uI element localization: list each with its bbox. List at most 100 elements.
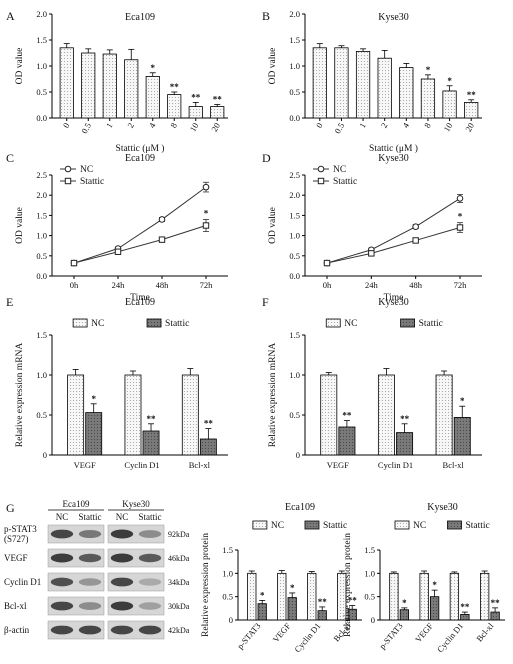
blot-band-0-3 [138, 530, 162, 538]
blot-band-1-1 [78, 553, 102, 563]
blot-band-1-2 [110, 553, 134, 563]
x-tick-label-a-0: 0 [61, 121, 72, 130]
bar-b-2 [355, 51, 371, 119]
panel-letter-d: D [262, 151, 271, 165]
chart-title-c: Eca109 [125, 153, 155, 164]
legend-swatch-g1-1 [304, 520, 320, 530]
significance-g2-3: ** [491, 598, 501, 608]
y-axis-label-f: Relative expression mRNA [268, 343, 278, 448]
x-tick-label-e-2: Bcl-xl [189, 460, 211, 470]
bar-e-nc-2 [181, 374, 199, 456]
significance-g2-1: * [432, 580, 437, 590]
bar-g1-stattic-0 [257, 603, 267, 621]
bar-b-1 [334, 47, 349, 119]
western-blot: Eca109 Kyse30 NC Stattic NC Stattic p-STAT3(S7… [4, 499, 190, 640]
significance-a-7: ** [213, 94, 223, 104]
series-line-d-stattic [326, 227, 461, 264]
legend-label-f-0: NC [344, 319, 357, 329]
y-tick-label-f-3: 1.5 [289, 330, 300, 340]
bar-a-6 [188, 106, 203, 119]
legend-swatch-e-1 [146, 318, 162, 328]
legend-label-e-0: NC [91, 319, 104, 329]
chart-title-g1: Eca109 [285, 502, 315, 513]
blot-band-0-2 [110, 529, 134, 539]
y-tick-label-g2-0: 0 [371, 615, 375, 625]
blot-band-4-2 [110, 625, 134, 635]
significance-a-5: ** [170, 82, 180, 92]
y-tick-label-c-0: 0.0 [36, 271, 47, 281]
chart-title-f: Kyse30 [378, 297, 409, 308]
legend-label-c-1: Stattic [80, 177, 104, 187]
bar-f-nc-2 [435, 374, 453, 456]
y-axis-label-a: OD value [15, 48, 25, 85]
point-c-stattic-2 [158, 236, 166, 243]
y-tick-label-e-1: 0.5 [36, 410, 47, 420]
panel-letter-g: G [6, 501, 15, 515]
chart-c: Eca109 0.0 0.5 1.0 1.5 2.0 2.5 OD value 0h 24h 48h… [15, 153, 228, 303]
blot-band-2-3 [138, 578, 162, 586]
x-tick-label-b-5: 8 [422, 121, 433, 130]
y-tick-label-g1-3: 1.5 [222, 545, 233, 555]
significance-b-6: * [447, 76, 452, 86]
x-axis-label-a: Stattic (μM ) [116, 143, 165, 154]
bar-a-5 [167, 94, 182, 119]
blot-strip-4-1 [107, 620, 165, 640]
y-tick-label-b-0: 0.0 [289, 113, 300, 123]
legend-swatch-f-0 [325, 318, 341, 328]
chart-title-g2: Kyse30 [427, 502, 458, 513]
blot-band-2-1 [78, 578, 102, 586]
y-tick-label-g1-1: 0.5 [222, 592, 233, 602]
blot-band-2-0 [50, 577, 74, 587]
significance-g1-2: ** [318, 597, 328, 607]
point-d-stattic-1 [368, 250, 375, 257]
y-tick-label-f-0: 0 [296, 450, 300, 460]
blot-lane-label-0: NC [56, 512, 69, 522]
y-tick-label-a-2: 1.0 [36, 61, 47, 71]
legend-label-g2-1: Stattic [466, 521, 490, 531]
y-tick-label-b-4: 2.0 [289, 9, 300, 19]
series-line-c-nc [73, 186, 207, 264]
x-tick-label-d-2: 48h [409, 280, 423, 290]
legend-label-g2-0: NC [413, 521, 426, 531]
blot-band-2-2 [110, 577, 134, 587]
bar-a-4 [145, 76, 160, 119]
x-tick-label-g2-2: Cyclin D1 [435, 621, 465, 654]
legend-marker-d-1 [317, 177, 325, 185]
chart-e: Eca109 0 0.5 1.0 1.5 Relative expression mRNA… [15, 297, 228, 470]
point-c-nc-2 [158, 216, 166, 223]
bar-g2-nc-0 [389, 572, 399, 621]
x-tick-label-c-0: 0h [70, 280, 79, 290]
bar-g2-stattic-2 [460, 614, 470, 621]
x-tick-label-b-1: 0.5 [332, 121, 346, 135]
y-tick-label-c-2: 1.0 [36, 231, 47, 241]
chart-g-eca109: Eca109 0 0.5 1.0 1.5 Relative expression prot… [201, 502, 362, 654]
legend-label-f-1: Stattic [419, 319, 443, 329]
blot-protein-label-4-0: β-actin [4, 625, 30, 635]
x-tick-label-g2-3: Bcl-xl [474, 620, 496, 643]
bar-b-7 [464, 102, 479, 119]
panel-letter-b: B [262, 9, 270, 23]
y-axis-label-g2: Relative expression protein [343, 533, 353, 637]
blot-band-0-1 [78, 529, 102, 539]
blot-strip-4-0 [47, 620, 105, 640]
x-tick-label-b-7: 20 [463, 121, 476, 133]
chart-g-kyse30: Kyse30 0 0.5 1.0 1.5 Relative expression prot… [343, 502, 505, 654]
significance-f-0: ** [342, 411, 352, 421]
x-tick-label-b-4: 4 [400, 120, 411, 129]
bar-g1-nc-2 [307, 572, 317, 621]
point-c-stattic-3 [202, 222, 210, 229]
x-axis-label-d: Time [384, 293, 404, 303]
chart-title-d: Kyse30 [378, 153, 409, 164]
bar-g2-stattic-0 [399, 609, 409, 621]
bar-g1-stattic-1 [287, 597, 297, 621]
y-tick-label-d-2: 1.0 [289, 231, 300, 241]
significance-b-7: ** [467, 90, 477, 100]
x-tick-label-b-0: 0 [314, 121, 325, 130]
x-tick-label-c-1: 24h [112, 280, 126, 290]
blot-band-3-3 [138, 602, 162, 610]
panel-letter-c: C [6, 151, 14, 165]
x-tick-label-a-6: 10 [188, 121, 201, 133]
y-tick-label-f-2: 1.0 [289, 370, 300, 380]
bar-b-6 [442, 90, 457, 119]
